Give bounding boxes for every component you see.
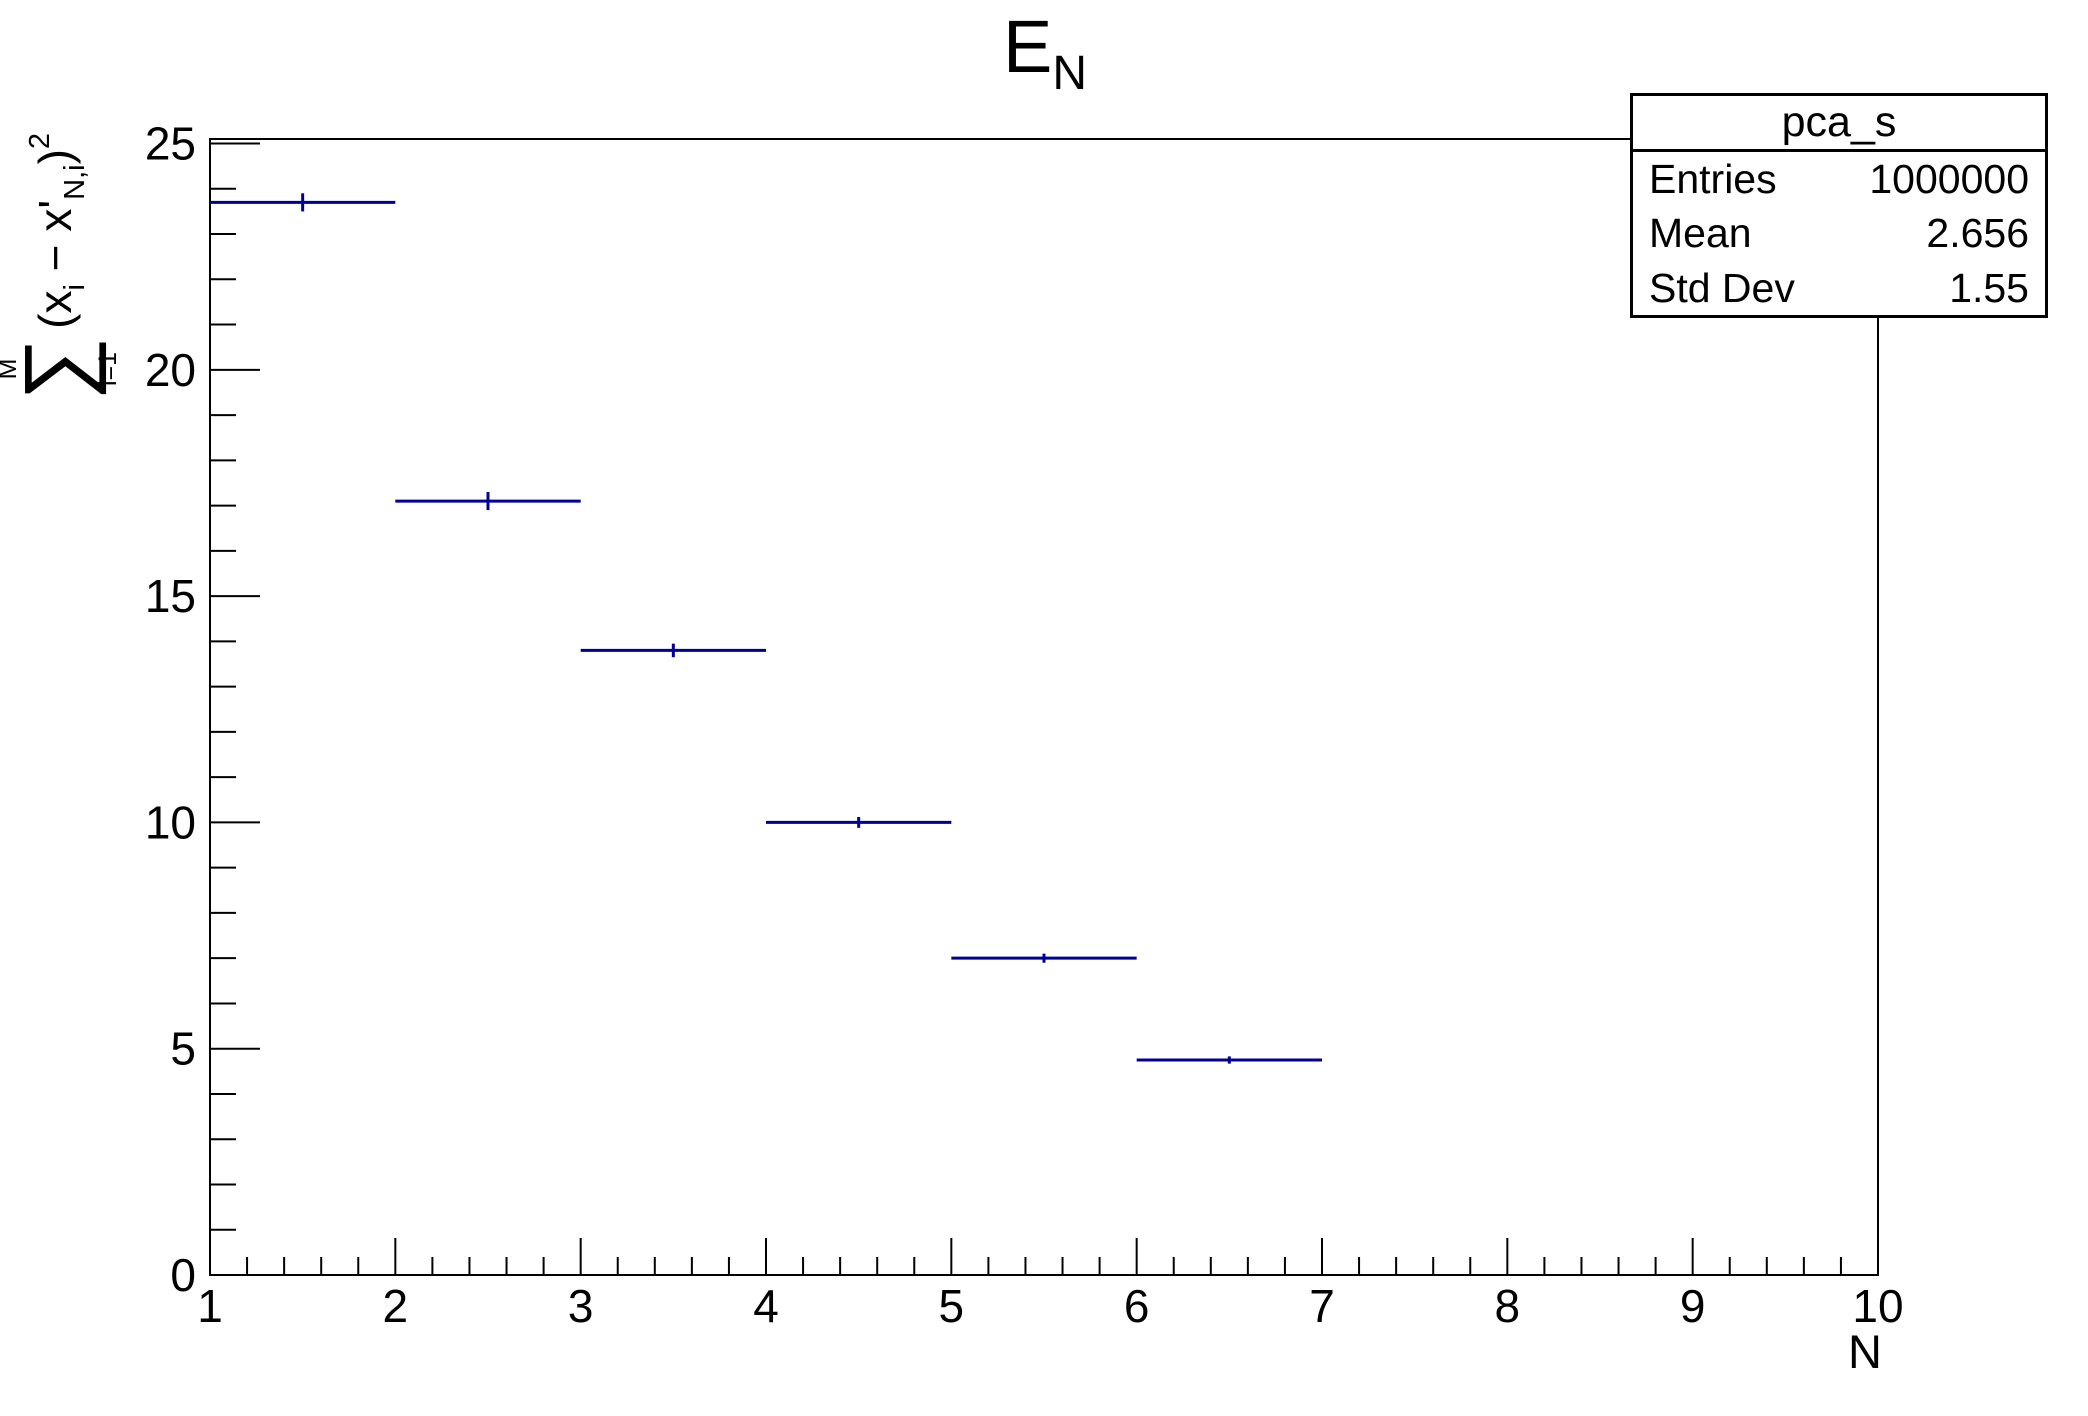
- stats-value: 2.656: [1926, 210, 2029, 257]
- svg-text:20: 20: [145, 344, 196, 396]
- svg-text:0: 0: [170, 1249, 196, 1301]
- formula-sub-i: i: [58, 284, 91, 291]
- svg-text:2: 2: [383, 1280, 409, 1332]
- plot-title-main: E: [1002, 5, 1053, 88]
- plot-frame: [209, 138, 1879, 1276]
- svg-text:7: 7: [1309, 1280, 1335, 1332]
- x-axis: 1 2 3 4 5 6 7 8 9 10: [197, 1238, 1904, 1332]
- svg-text:1: 1: [197, 1280, 223, 1332]
- stats-box-body: Entries 1000000 Mean 2.656 Std Dev 1.55: [1633, 152, 2045, 316]
- sum-lower-limit: i=1: [93, 351, 122, 386]
- formula-open: (x: [28, 290, 81, 329]
- svg-text:5: 5: [939, 1280, 965, 1332]
- stats-box: pca_s Entries 1000000 Mean 2.656 Std Dev…: [1630, 93, 2048, 318]
- stats-row-mean: Mean 2.656: [1633, 210, 2045, 257]
- stats-label: Mean: [1649, 210, 1752, 257]
- stats-row-entries: Entries 1000000: [1633, 156, 2045, 203]
- svg-text:9: 9: [1680, 1280, 1706, 1332]
- svg-text:15: 15: [145, 570, 196, 622]
- plot-title-subscript: N: [1052, 47, 1088, 100]
- stats-box-title: pca_s: [1633, 96, 2045, 152]
- formula-mid: − x': [28, 199, 81, 285]
- svg-text:10: 10: [145, 796, 196, 848]
- data-series: [210, 193, 1322, 1064]
- svg-text:6: 6: [1124, 1280, 1150, 1332]
- stats-value: 1.55: [1949, 265, 2029, 312]
- stats-label: Std Dev: [1649, 265, 1795, 312]
- svg-text:10: 10: [1852, 1280, 1903, 1332]
- svg-text:3: 3: [568, 1280, 594, 1332]
- y-axis: 0 5 10 15 20 25: [145, 118, 260, 1301]
- stats-row-stddev: Std Dev 1.55: [1633, 265, 2045, 312]
- svg-text:5: 5: [170, 1023, 196, 1075]
- summation-symbol: M ∑ i=1: [0, 336, 122, 402]
- sum-sigma-glyph: ∑: [7, 336, 108, 402]
- plot-title: EN: [920, 10, 1170, 98]
- y-axis-formula: (xi − x'N,i)2: [24, 133, 92, 329]
- formula-exponent: 2: [23, 132, 56, 150]
- svg-text:4: 4: [753, 1280, 779, 1332]
- formula-close: ): [28, 149, 81, 165]
- y-axis-title: M ∑ i=1 (xi − x'N,i)2: [0, 133, 122, 402]
- stats-value: 1000000: [1869, 155, 2029, 202]
- stats-label: Entries: [1649, 155, 1777, 202]
- x-axis-title: N: [1848, 1325, 1882, 1378]
- formula-sub-ni: N,i: [58, 164, 91, 200]
- svg-text:25: 25: [145, 118, 196, 170]
- svg-text:8: 8: [1495, 1280, 1521, 1332]
